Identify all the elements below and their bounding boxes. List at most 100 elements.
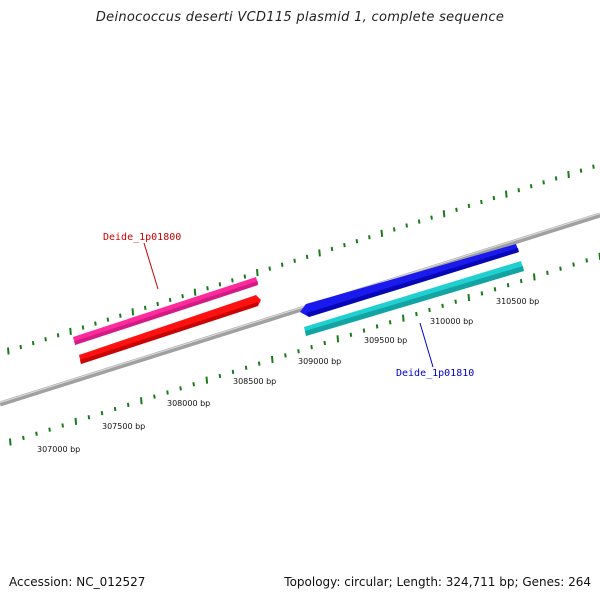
inner-tick	[506, 283, 510, 288]
outer-tick	[417, 219, 421, 224]
gene-label-deide-1p01810[interactable]: Deide_1p01810	[396, 368, 474, 379]
inner-tick	[428, 307, 431, 313]
inner-tick	[205, 376, 209, 384]
outer-tick	[405, 223, 408, 228]
scale-tick-label: 309000 bp	[298, 357, 341, 366]
outer-tick	[56, 333, 60, 338]
accession-text: Accession: NC_012527	[9, 575, 146, 589]
inner-tick	[100, 410, 104, 416]
outer-tick	[430, 215, 433, 220]
scale-tick-label: 307000 bp	[37, 445, 80, 454]
inner-tick	[402, 314, 405, 322]
outer-tick	[106, 317, 110, 322]
tick-labels: 307000 bp 307500 bp 308000 bp 308500 bp 3090…	[37, 297, 539, 454]
outer-tick	[455, 207, 458, 212]
outer-tick	[31, 341, 35, 346]
gene-label-leader-deide-1p01810	[419, 322, 434, 368]
outer-tick	[392, 227, 396, 232]
inner-tick	[362, 328, 366, 333]
outer-tick	[592, 164, 595, 169]
inner-tick	[375, 324, 379, 329]
cds-feature-blue-shade	[306, 248, 519, 317]
inner-tick	[284, 353, 287, 358]
scale-tick-label: 308500 bp	[233, 377, 276, 386]
inner-tick	[323, 340, 326, 346]
outer-tick	[7, 347, 10, 355]
inner-tick	[310, 344, 313, 350]
inner-tick	[441, 303, 444, 308]
outer-tick	[44, 337, 47, 342]
inner-tick	[349, 332, 353, 337]
outer-tick	[579, 168, 583, 173]
inner-tick	[572, 262, 575, 267]
inner-tick	[546, 270, 549, 275]
outer-tick	[231, 278, 234, 283]
inner-tick	[257, 361, 261, 366]
inner-tick	[218, 373, 222, 379]
scale-tick-label: 310500 bp	[496, 297, 539, 306]
outer-tick-ring	[7, 164, 595, 355]
cds-feature-red-shade	[80, 302, 258, 364]
scale-tick-label: 309500 bp	[364, 336, 407, 345]
outer-tick	[181, 293, 184, 299]
gene-feature-deide-1p01800[interactable]	[73, 277, 261, 364]
outer-tick	[168, 297, 172, 303]
inner-tick	[467, 293, 471, 302]
outer-tick	[131, 308, 135, 316]
scale-tick-label: 308000 bp	[167, 399, 210, 408]
outer-tick	[554, 176, 558, 181]
inner-tick	[231, 369, 235, 374]
outer-tick	[94, 321, 97, 326]
cds-feature-cyan-shade	[305, 266, 524, 336]
outer-tick	[517, 188, 521, 193]
inner-tick	[480, 291, 484, 296]
inner-tick	[9, 438, 12, 446]
gene-label-leader-deide-1p01800	[143, 242, 159, 290]
scale-tick-label: 307500 bp	[102, 422, 145, 431]
outer-tick	[268, 266, 272, 271]
backbone-line	[0, 212, 600, 407]
inner-tick	[271, 355, 274, 364]
outer-tick	[567, 170, 570, 179]
inner-tick	[87, 415, 91, 420]
scale-tick-label: 310000 bp	[430, 317, 473, 326]
outer-tick	[542, 180, 545, 185]
outer-tick	[467, 203, 471, 209]
outer-tick	[143, 305, 147, 311]
inner-tick	[113, 406, 117, 412]
inner-tick	[454, 299, 457, 304]
outer-tick	[505, 190, 508, 198]
outer-tick	[206, 286, 209, 291]
inner-tick	[126, 402, 130, 408]
gene-feature-deide-1p01810[interactable]	[300, 244, 524, 336]
outer-tick	[218, 282, 222, 287]
outer-tick	[343, 242, 346, 248]
outer-tick	[529, 184, 533, 189]
inner-tick	[493, 287, 497, 292]
gene-label-deide-1p01800[interactable]: Deide_1p01800	[103, 232, 181, 243]
backbone-highlight	[0, 212, 600, 404]
inner-tick	[519, 278, 523, 284]
inner-tick	[297, 349, 300, 354]
outer-tick	[256, 268, 259, 277]
outer-tick	[280, 262, 284, 267]
inner-tick	[533, 273, 536, 281]
inner-tick	[35, 431, 38, 436]
outer-tick	[69, 327, 72, 335]
inner-tick	[415, 311, 418, 317]
inner-tick	[48, 427, 51, 432]
inner-tick	[336, 335, 340, 343]
inner-tick	[61, 423, 64, 428]
outer-tick	[193, 288, 197, 296]
inner-tick	[179, 386, 182, 391]
inner-tick	[140, 397, 143, 405]
outer-tick	[480, 199, 483, 205]
outer-tick	[19, 344, 23, 350]
outer-tick	[318, 249, 321, 257]
inner-tick	[166, 390, 169, 395]
outer-tick	[293, 258, 296, 263]
inner-tick	[244, 365, 248, 370]
inner-tick	[585, 258, 588, 263]
outer-tick	[492, 195, 496, 201]
